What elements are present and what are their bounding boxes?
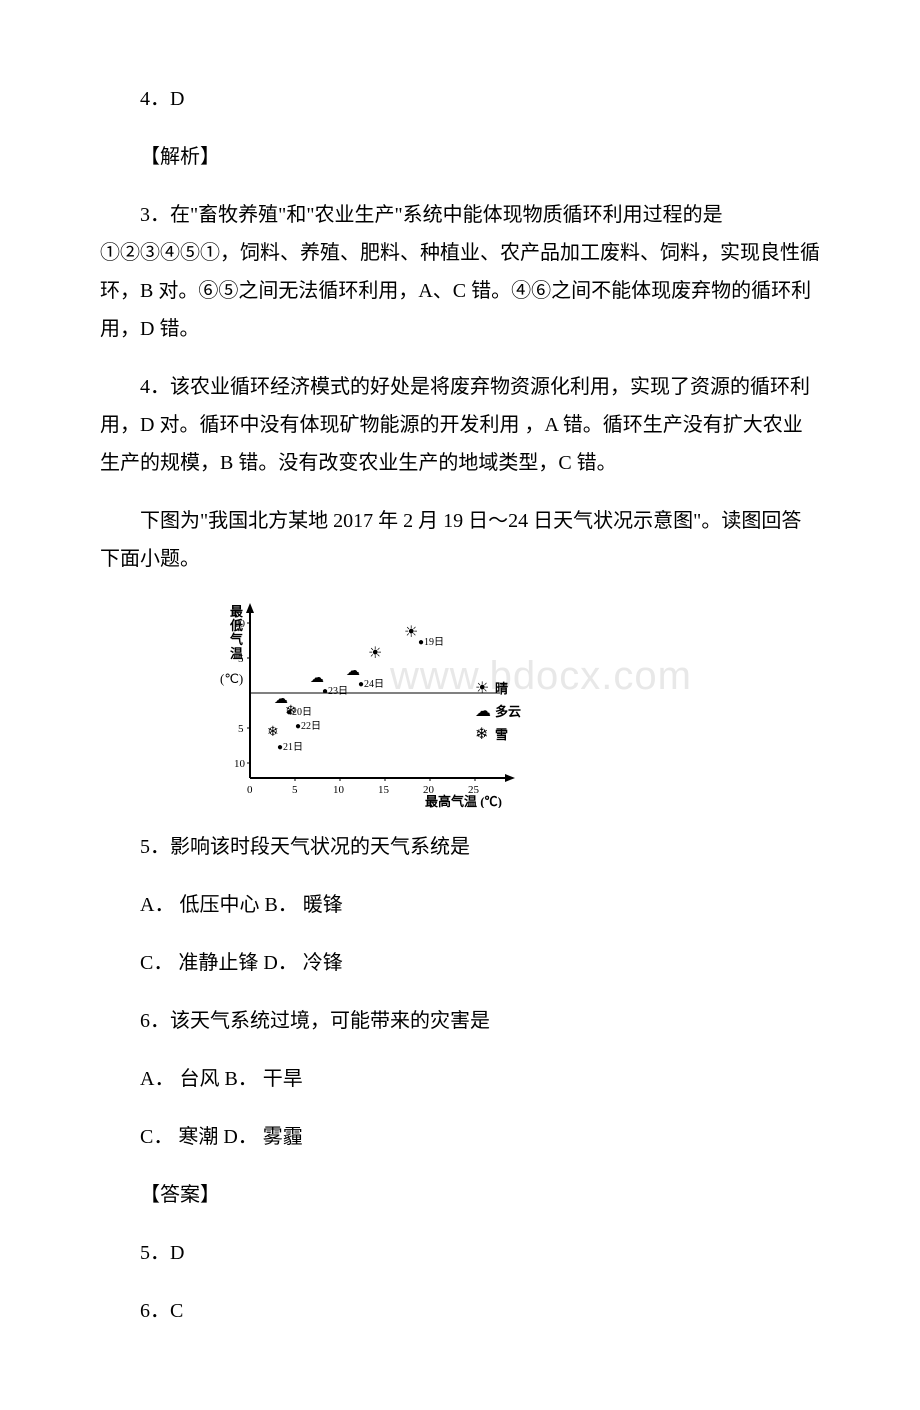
chart-intro: 下图为"我国北方某地 2017 年 2 月 19 日～24 日天气状况示意图"。… [100,502,820,578]
svg-text:●22日: ●22日 [295,721,321,732]
svg-text:5: 5 [238,653,244,665]
svg-text:15: 15 [378,784,390,796]
svg-text:10: 10 [333,784,345,796]
svg-text:☀: ☀ [404,624,418,641]
svg-text:雪: 雪 [495,727,508,742]
q6-options-ab: A． 台风 B． 干旱 [100,1060,820,1098]
answer-header: 【答案】 [100,1176,820,1214]
svg-text:多云: 多云 [495,704,521,719]
svg-text:❄: ❄ [475,726,488,743]
svg-text:(℃): (℃) [220,671,243,686]
svg-text:☁: ☁ [475,703,491,720]
svg-text:5: 5 [238,723,244,735]
svg-text:气: 气 [230,632,243,647]
svg-text:5: 5 [292,784,298,796]
chart-svg: 最 低 气 温 (℃) 10 5 5 10 0 5 10 15 20 25 最高… [200,598,560,808]
svg-text:10: 10 [234,618,246,630]
q5-options-cd: C． 准静止锋 D． 冷锋 [100,944,820,982]
answer-5: 5．D [100,1234,820,1272]
svg-text:☀: ☀ [475,680,489,697]
svg-text:☀: ☀ [368,645,382,662]
weather-chart: www.bdocx.com 最 低 气 温 (℃) 10 5 5 10 0 5 … [200,598,560,808]
svg-text:☁: ☁ [274,692,288,707]
svg-text:●23日: ●23日 [322,686,348,697]
svg-text:●21日: ●21日 [277,742,303,753]
svg-text:☁: ☁ [346,664,360,679]
svg-text:最高气温 (℃): 最高气温 (℃) [425,794,502,808]
q6-stem: 6．该天气系统过境，可能带来的灾害是 [100,1002,820,1040]
svg-text:10: 10 [234,758,246,770]
explanation-q3: 3．在"畜牧养殖"和"农业生产"系统中能体现物质循环利用过程的是①②③④⑤①，饲… [100,196,820,348]
svg-text:晴: 晴 [495,681,508,696]
svg-text:●19日: ●19日 [418,637,444,648]
answer-4d: 4．D [100,80,820,118]
explanation-q4: 4．该农业循环经济模式的好处是将废弃物资源化利用，实现了资源的循环利用，D 对。… [100,368,820,482]
svg-text:☁: ☁ [310,671,324,686]
q6-options-cd: C． 寒潮 D． 雾霾 [100,1118,820,1156]
svg-text:●24日: ●24日 [358,679,384,690]
svg-text:0: 0 [247,784,253,796]
q5-options-ab: A． 低压中心 B． 暖锋 [100,886,820,924]
answer-6: 6．C [100,1292,820,1330]
analysis-header: 【解析】 [100,138,820,176]
svg-text:●20日: ●20日 [286,707,312,718]
svg-text:最: 最 [230,604,244,619]
q5-stem: 5．影响该时段天气状况的天气系统是 [100,828,820,866]
svg-text:❄: ❄ [267,725,279,740]
